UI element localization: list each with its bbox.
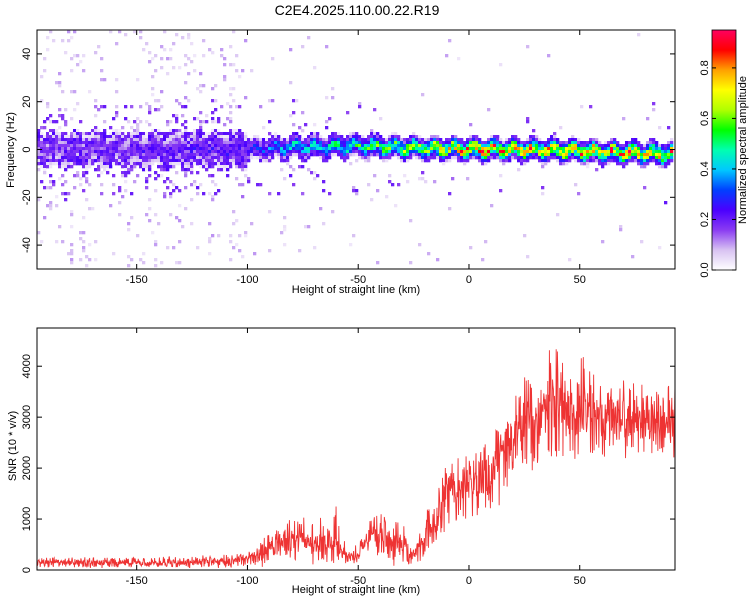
colorbar-ticks: 0.0 0.2 0.4 0.6 0.8: [699, 60, 736, 278]
snr-line: [36, 349, 676, 569]
spectrogram-heatmap: [37, 30, 674, 268]
spectrogram-x-tick-label: 50: [574, 274, 586, 286]
colorbar-tick-label: 0.6: [699, 111, 711, 126]
spectrogram-panel: -150 -100 -50 0 50 -40 -20 0 20 40 Height of str…: [5, 29, 676, 296]
snr-x-tick-label: -100: [236, 575, 258, 587]
colorbar-tick-label: 0.0: [699, 262, 711, 277]
spectrogram-y-tick-label: 20: [21, 96, 33, 108]
snr-x-tick-label: -50: [350, 575, 366, 587]
snr-series: [36, 349, 676, 569]
spectrogram-y-tick-label: 40: [21, 48, 33, 60]
colorbar-tick-label: 0.2: [699, 212, 711, 227]
snr-x-tick-label: 50: [574, 575, 586, 587]
colorbar-label: Normalized spectral amplitude: [737, 76, 749, 224]
colorbar-gradient: [711, 29, 737, 271]
spectrogram-y-tick-label: -20: [21, 189, 33, 205]
colorbar-tick-label: 0.4: [699, 161, 711, 176]
snr-x-tick-label: 0: [466, 575, 472, 587]
snr-y-tick-label: 1000: [21, 507, 33, 531]
spectrogram-y-label: Frequency (Hz): [5, 112, 17, 188]
snr-frame: [36, 327, 676, 571]
snr-x-tick-label: -150: [126, 575, 148, 587]
snr-y-tick-label: 0: [21, 567, 33, 573]
spectrogram-x-tick-label: -100: [236, 274, 258, 286]
snr-y-label: SNR (10 * v/v): [7, 411, 19, 481]
snr-y-tick-label: 2000: [21, 456, 33, 480]
spectrogram-x-tick-label: -50: [350, 274, 366, 286]
snr-y-tick-label: 3000: [21, 405, 33, 429]
spectrogram-y-tick-label: -40: [21, 237, 33, 253]
spectrogram-y-tick-label: 0: [21, 146, 33, 152]
spectrogram-x-label: Height of straight line (km): [292, 284, 420, 296]
spectrogram-y-ticks: -40 -20 0 20 40: [21, 48, 675, 253]
colorbar: 0.0 0.2 0.4 0.6 0.8 Normalized spectral ampl…: [699, 29, 749, 278]
colorbar-tick-label: 0.8: [699, 60, 711, 75]
figure-title: C2E4.2025.110.00.22.R19: [275, 2, 440, 18]
snr-y-tick-label: 4000: [21, 354, 33, 378]
spectrogram-x-tick-label: 0: [466, 274, 472, 286]
spectrogram-x-ticks: -150 -100 -50 0 50: [126, 30, 586, 286]
spectrogram-x-tick-label: -150: [126, 274, 148, 286]
snr-y-ticks: 0 1000 2000 3000 4000: [21, 354, 675, 573]
snr-x-ticks: -150 -100 -50 0 50: [126, 328, 586, 587]
snr-x-label: Height of straight line (km): [292, 584, 420, 596]
